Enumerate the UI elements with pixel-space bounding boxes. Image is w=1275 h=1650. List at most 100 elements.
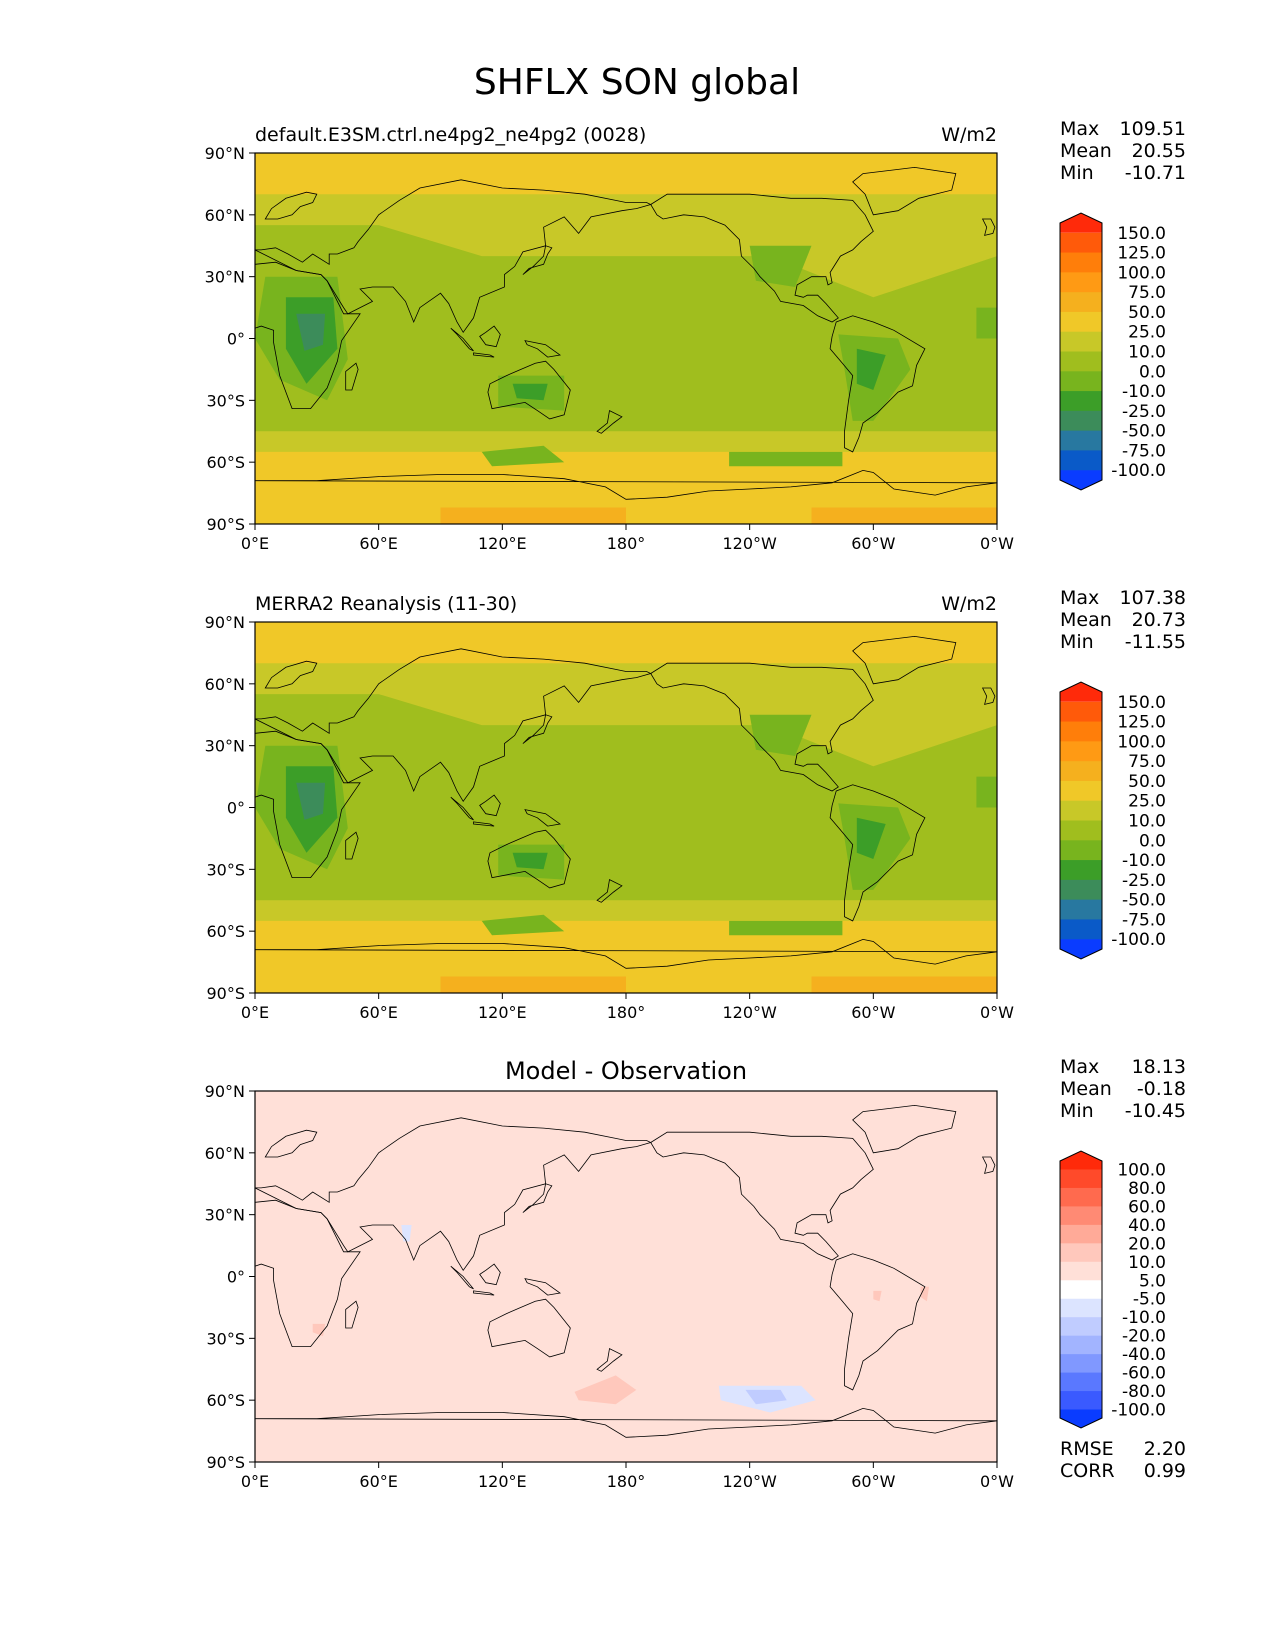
coastline — [450, 327, 474, 352]
colorbar-tick-label: 0.0 — [1139, 362, 1166, 382]
colorbar-tick-label: 75.0 — [1128, 752, 1166, 772]
lat-tick-label: 30°S — [206, 1329, 245, 1348]
lon-tick-label: 0°W — [980, 1472, 1014, 1491]
colorbar-segment — [1060, 430, 1102, 451]
colorbar-extend-max — [1060, 1151, 1102, 1170]
colorbar-segment — [1060, 780, 1102, 802]
stat-value: 18.13 — [1132, 1056, 1186, 1078]
coastline — [981, 687, 996, 705]
colorbar-segment — [1060, 1280, 1102, 1300]
colorbar-tick-label: -75.0 — [1122, 910, 1166, 930]
colorbar-tick-label: -50.0 — [1122, 891, 1166, 911]
colorbar-tick-label: -100.0 — [1111, 930, 1166, 950]
coastline — [596, 1348, 623, 1372]
lat-tick-label: 0° — [227, 330, 245, 349]
coastline — [255, 179, 652, 334]
stat-label: Mean — [1060, 1078, 1112, 1100]
field-contour — [255, 1091, 997, 1462]
colorbar-segment — [1060, 1243, 1102, 1263]
stat-value: -11.55 — [1125, 631, 1186, 653]
coastline — [255, 469, 997, 500]
colorbar: 150.0125.0100.075.050.025.010.00.0-10.0-… — [1059, 681, 1166, 960]
lon-tick-label: 180° — [607, 534, 646, 553]
lat-tick-label: 0° — [227, 799, 245, 818]
metric-value: 0.99 — [1144, 1460, 1186, 1482]
colorbar-segment — [1060, 919, 1102, 940]
colorbar-segment — [1060, 1372, 1102, 1392]
colorbar-segment — [1060, 272, 1102, 293]
field-contour — [749, 245, 812, 287]
colorbar-tick-label: -50.0 — [1122, 422, 1166, 442]
coastline — [479, 325, 501, 348]
lon-tick-label: 60°W — [851, 534, 895, 553]
field-contour — [440, 976, 626, 993]
lon-tick-label: 180° — [607, 1472, 646, 1491]
colorbar-tick-label: 60.0 — [1128, 1197, 1166, 1217]
colorbar-segment — [1060, 252, 1102, 273]
colorbar-tick-label: -10.0 — [1122, 1308, 1166, 1328]
coastline — [450, 1265, 474, 1290]
lat-tick-label: 30°N — [205, 737, 245, 756]
coastline — [522, 714, 553, 744]
colorbar-outline — [1059, 1150, 1103, 1429]
colorbar-tick-label: -25.0 — [1122, 871, 1166, 891]
field-contour — [856, 817, 886, 859]
stat-label: Max — [1060, 118, 1099, 140]
map-field — [255, 622, 997, 993]
colorbar-segment — [1060, 232, 1102, 254]
lat-tick-label: 30°N — [205, 1206, 245, 1225]
colorbar-segment — [1060, 391, 1102, 412]
field-contour — [729, 451, 843, 467]
colorbar-segment — [1060, 800, 1102, 821]
coastline — [255, 648, 652, 803]
coastline — [473, 352, 495, 358]
lon-tick-label: 0°E — [241, 1003, 269, 1022]
colorbar-segment — [1060, 371, 1102, 392]
field-contour — [481, 914, 565, 936]
lon-tick-label: 120°W — [722, 1472, 777, 1491]
colorbar-segment — [1060, 1298, 1102, 1318]
lat-tick-label: 90°S — [206, 515, 245, 534]
colorbar-tick-label: -75.0 — [1122, 441, 1166, 461]
colorbar-tick-label: 100.0 — [1117, 263, 1166, 283]
colorbar-segment — [1060, 351, 1102, 372]
coastline — [852, 166, 957, 216]
colorbar-tick-label: 150.0 — [1117, 224, 1166, 244]
coastline — [255, 1117, 652, 1272]
colorbar-segment — [1060, 741, 1102, 762]
colorbar-segment — [1060, 701, 1102, 723]
colorbar-tick-label: 5.0 — [1139, 1271, 1166, 1291]
colorbar-tick-label: 0.0 — [1139, 831, 1166, 851]
coastline — [264, 191, 318, 220]
coastline — [479, 1263, 501, 1286]
colorbar-tick-label: -20.0 — [1122, 1327, 1166, 1347]
lat-tick-label: 30°S — [206, 860, 245, 879]
stat-label: Mean — [1060, 609, 1112, 631]
field-contour — [512, 852, 548, 870]
colorbar-tick-label: 125.0 — [1117, 713, 1166, 733]
lon-tick-label: 120°W — [722, 534, 777, 553]
field-contour — [811, 507, 997, 524]
metric-value: 2.20 — [1144, 1438, 1186, 1460]
colorbar-segment — [1060, 1261, 1102, 1281]
panel-3: Model - Observation 90°N 60°N 30°N 0° 30°S 60°… — [205, 1056, 1186, 1491]
colorbar-extend-min — [1060, 470, 1102, 490]
colorbar-extend-min — [1060, 1409, 1102, 1428]
colorbar-tick-label: 80.0 — [1128, 1179, 1166, 1199]
coastline — [345, 831, 359, 860]
coastline — [524, 809, 562, 827]
field-contour — [745, 1389, 787, 1405]
lon-tick-label: 0°W — [980, 534, 1014, 553]
panel-units: W/m2 — [941, 593, 997, 615]
coastline — [596, 410, 623, 434]
colorbar-segment — [1060, 292, 1102, 313]
colorbar-tick-label: -80.0 — [1122, 1382, 1166, 1402]
field-contour — [976, 776, 997, 808]
lat-tick-label: 60°S — [206, 922, 245, 941]
coastline — [487, 829, 571, 889]
coastline — [829, 784, 926, 922]
coastline — [345, 1300, 359, 1329]
coastline — [829, 315, 926, 453]
coastline — [522, 1183, 553, 1213]
colorbar-segment — [1060, 860, 1102, 881]
